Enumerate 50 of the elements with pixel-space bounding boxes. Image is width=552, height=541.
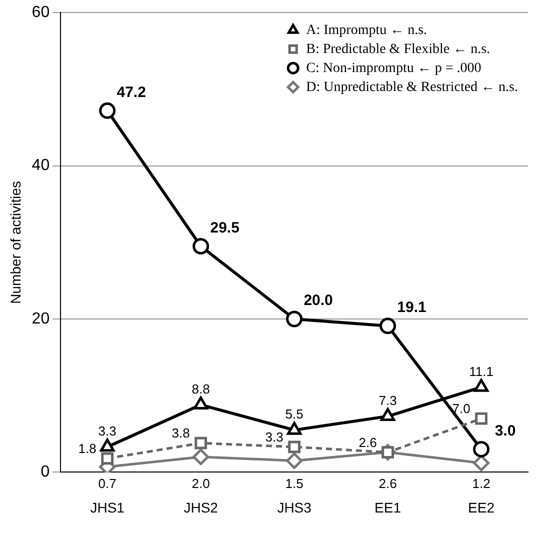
point	[192, 238, 210, 254]
data-label: 11.1	[469, 364, 494, 379]
point	[286, 310, 303, 328]
data-label: 2.6	[358, 434, 377, 450]
point	[380, 318, 396, 334]
point	[194, 436, 208, 450]
y-tick-label: 0	[40, 464, 50, 481]
point	[100, 438, 115, 452]
data-label: 3.8	[172, 426, 190, 441]
point	[473, 440, 490, 458]
data-label: 0.7	[98, 476, 116, 491]
data-label: 1.5	[285, 476, 304, 491]
data-label: 29.5	[210, 219, 240, 236]
x-tick-label: JHS3	[277, 499, 312, 516]
point	[474, 378, 489, 392]
data-label: 1.2	[472, 476, 490, 491]
y-tick-label: 60	[32, 4, 50, 22]
data-label: 2.6	[378, 476, 397, 491]
legend-label: B: Predictable & Flexible ← n.s.	[306, 42, 490, 57]
data-label: 2.0	[192, 476, 210, 491]
legend-label: C: Non-impromptu ← p = .000	[306, 60, 482, 76]
point	[194, 396, 208, 410]
data-label: 3.3	[98, 424, 116, 438]
data-label: 1.8	[78, 440, 96, 456]
data-label: 47.2	[116, 84, 146, 101]
legend-label: D: Unpredictable & Restricted ← n.s.	[306, 80, 518, 95]
y-axis-title: Number of activities	[7, 180, 24, 304]
data-label: 7.0	[452, 401, 470, 416]
data-label: 3.0	[494, 422, 516, 440]
point	[475, 412, 488, 425]
x-tick-label: JHS1	[90, 499, 125, 516]
data-label: 20.0	[304, 292, 333, 310]
x-tick-label: EE2	[468, 499, 495, 516]
y-tick-label: 20	[32, 310, 50, 328]
y-tick-label: 40	[32, 157, 50, 174]
point	[101, 452, 114, 465]
x-tick-label: JHS2	[184, 499, 218, 516]
legend-label: A: Impromptu ← n.s.	[306, 22, 428, 38]
data-label: 8.8	[192, 381, 210, 396]
point	[99, 102, 116, 119]
data-label: 3.3	[265, 430, 284, 444]
x-tick-label: EE1	[374, 499, 402, 516]
data-label: 5.5	[285, 406, 304, 422]
point	[192, 448, 210, 466]
point	[380, 408, 396, 422]
data-label: 19.1	[397, 299, 426, 316]
point	[288, 440, 300, 454]
point	[286, 452, 303, 469]
data-label: 7.3	[378, 392, 397, 408]
point	[286, 422, 302, 435]
